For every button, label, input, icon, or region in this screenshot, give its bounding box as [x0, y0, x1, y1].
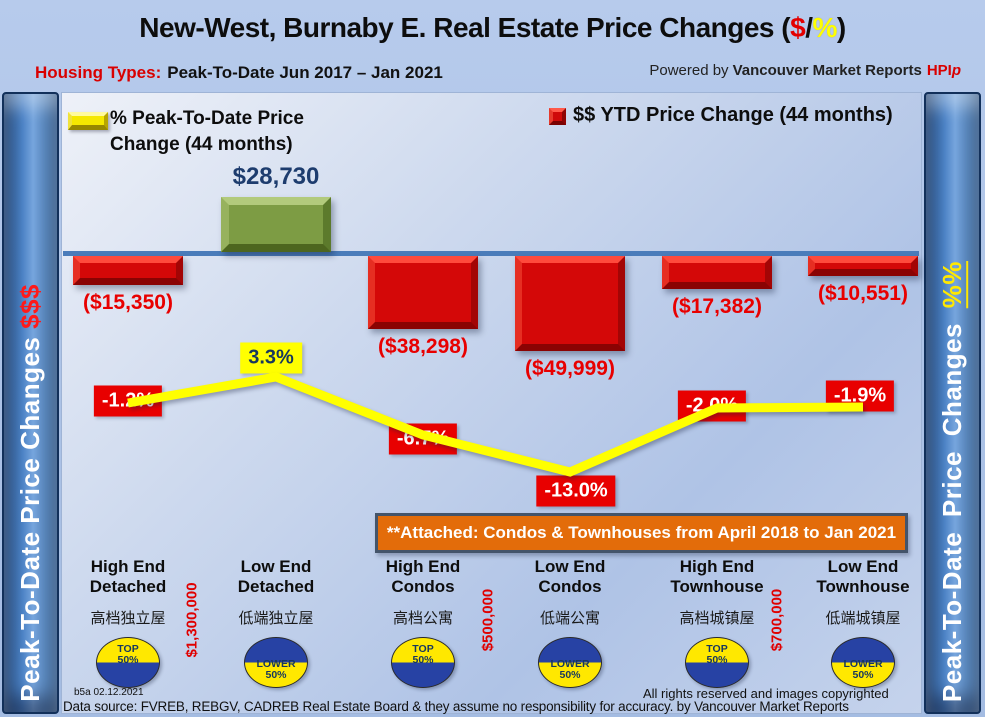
right-sidebar-text: Peak-To-Date Price Changes — [937, 308, 967, 702]
left-sidebar-label: Peak-To-Date Price Changes $$$ — [15, 284, 46, 712]
title-percent-accent: % — [812, 12, 837, 43]
bar-legend-label: $$ YTD Price Change (44 months) — [573, 104, 893, 126]
zero-baseline — [63, 251, 919, 256]
left-sidebar-text: Peak-To-Date Price Changes — [15, 329, 45, 702]
powered-prefix: Powered by — [649, 62, 729, 79]
line-legend-marker-icon — [68, 112, 108, 130]
right-sidebar-percent-accent: %% — [937, 260, 967, 309]
subtitle: Housing Types: Peak-To-Date Jun 2017 – Ja… — [35, 63, 443, 83]
hpi-p-label: p — [951, 62, 961, 79]
line-legend-label: % Peak-To-Date Price Change (44 months) — [110, 106, 304, 158]
title-dollar-accent: $ — [790, 12, 806, 43]
plot-area — [61, 92, 922, 714]
title-text: New-West, Burnaby E. Real Estate Price C… — [139, 12, 791, 43]
version-stamp: b5a 02.12.2021 — [74, 687, 144, 698]
datasource-notice: Data source: FVREB, REBGV, CADREB Real E… — [63, 699, 849, 714]
hpi-label: HPI — [926, 62, 952, 79]
housing-types-label: Housing Types: — [35, 63, 162, 82]
right-sidebar-label: Peak-To-Date Price Changes %% — [937, 261, 968, 712]
line-legend-label-line1: % Peak-To-Date Price — [110, 108, 304, 129]
powered-by: Powered by Vancouver Market Reports HPIp — [649, 62, 961, 79]
title-close: ) — [836, 12, 846, 43]
right-sidebar: Peak-To-Date Price Changes %% — [924, 92, 981, 714]
rights-notice: All rights reserved and images copyright… — [643, 686, 889, 701]
bar-legend-marker-icon — [549, 108, 566, 125]
period-label: Peak-To-Date Jun 2017 – Jan 2021 — [167, 63, 443, 82]
line-legend-label-line2: Change (44 months) — [110, 134, 293, 155]
left-sidebar-dollar-accent: $$$ — [15, 284, 45, 330]
title-slash: / — [805, 12, 813, 43]
attached-note-banner: **Attached: Condos & Townhouses from Apr… — [375, 513, 908, 553]
page-title: New-West, Burnaby E. Real Estate Price C… — [0, 12, 985, 44]
brand-name: Vancouver Market Reports — [732, 62, 922, 79]
left-sidebar: Peak-To-Date Price Changes $$$ — [2, 92, 59, 714]
